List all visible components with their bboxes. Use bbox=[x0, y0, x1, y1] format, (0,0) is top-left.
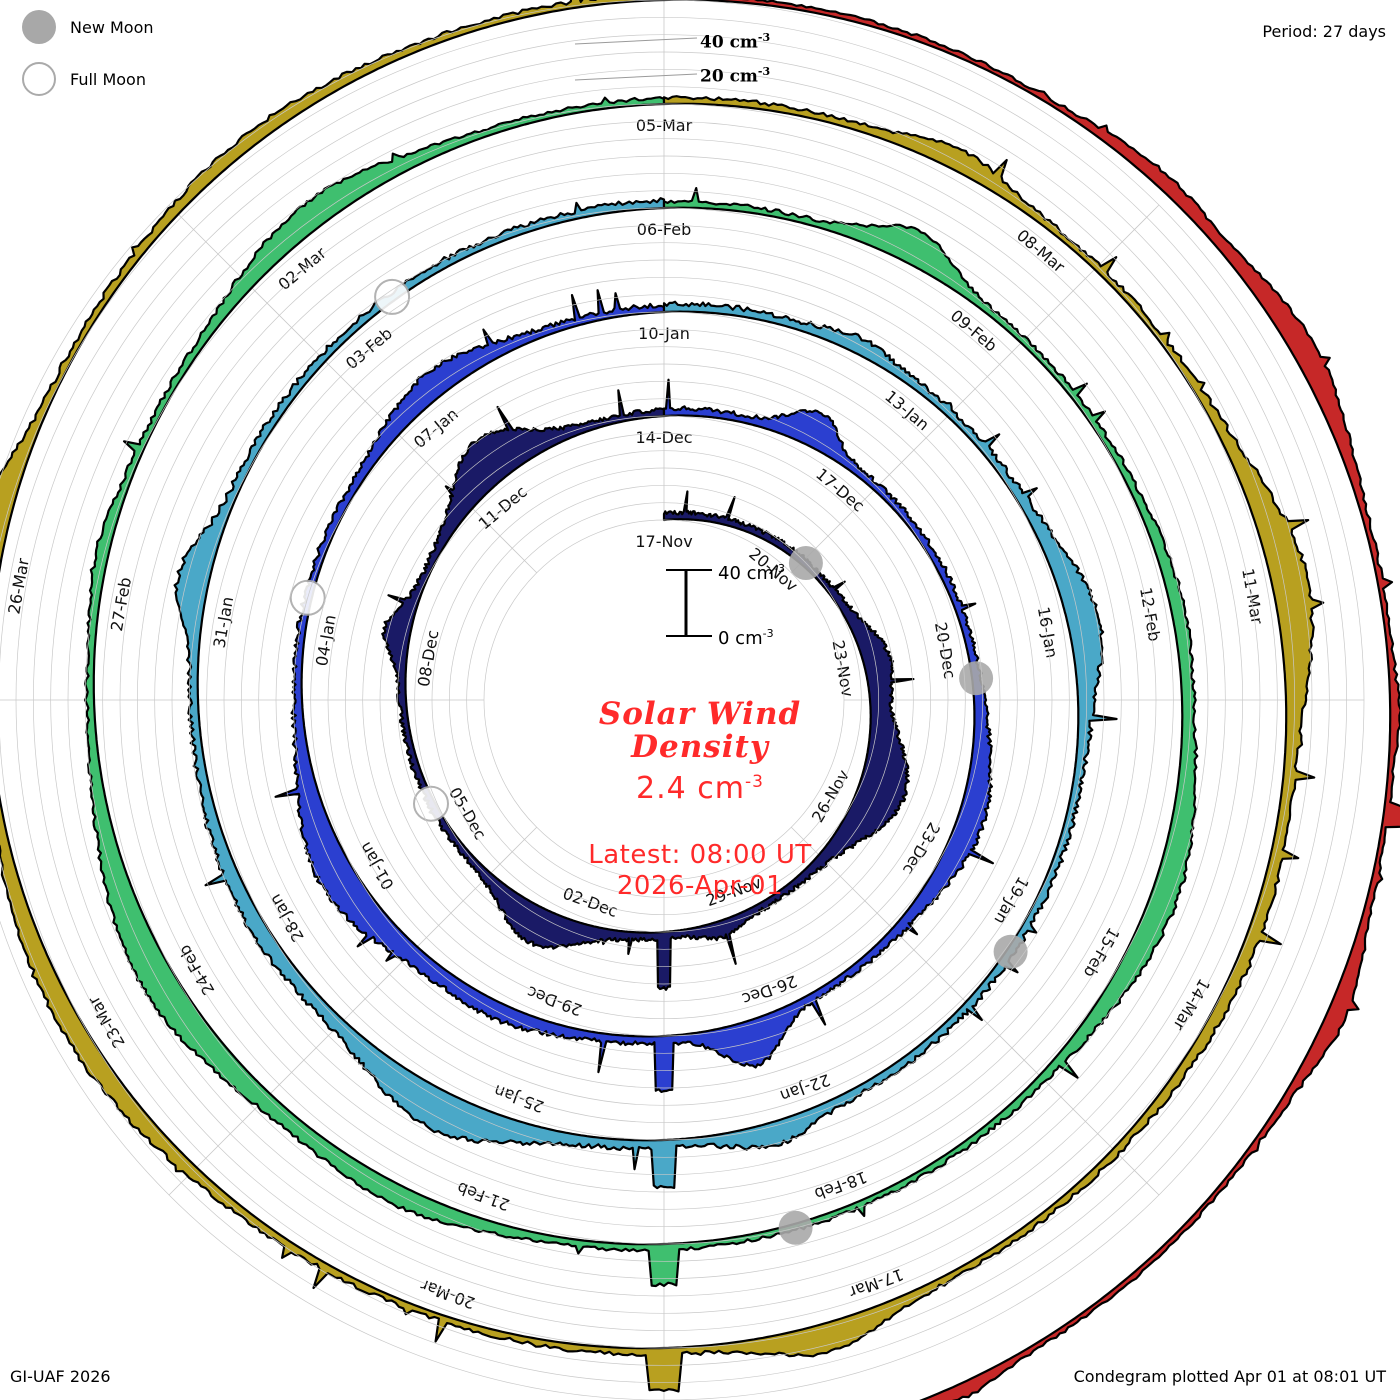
date-label-23-Nov: 23-Nov bbox=[829, 639, 858, 699]
full-moon-marker-03-Feb bbox=[374, 278, 411, 315]
grid-circle bbox=[310, 346, 1018, 1054]
svg-text:22-Jan: 22-Jan bbox=[778, 1070, 833, 1106]
latest-timestamp: Latest: 08:00 UT 2026-Apr-01 bbox=[588, 839, 812, 902]
tick-leader-20 bbox=[574, 73, 698, 81]
grid-circle bbox=[102, 138, 1226, 1262]
svg-text:17-Nov: 17-Nov bbox=[635, 532, 692, 551]
svg-text:11-Mar: 11-Mar bbox=[1238, 567, 1267, 626]
grid-circle bbox=[188, 224, 1140, 1176]
legend-full-moon: Full Moon bbox=[22, 62, 146, 96]
center-readout: Solar Wind Density 2.4 cm-3 Latest: 08:0… bbox=[490, 696, 910, 902]
scale-bar bbox=[666, 569, 712, 637]
new-moon-icon bbox=[22, 10, 56, 44]
grid-circle bbox=[154, 190, 1174, 1210]
grid-circle bbox=[206, 242, 1122, 1158]
radial-tick-40: 40 cm-3 bbox=[700, 31, 771, 53]
radial-tick-20: 20 cm-3 bbox=[700, 65, 771, 87]
grid-circle bbox=[0, 0, 1365, 1400]
legend-new-moon-label: New Moon bbox=[70, 17, 154, 37]
grid-circle bbox=[50, 86, 1278, 1314]
grid-circle bbox=[362, 398, 966, 1002]
grid-circle bbox=[136, 172, 1192, 1228]
svg-text:18-Feb: 18-Feb bbox=[812, 1167, 870, 1203]
grid-circle bbox=[171, 207, 1157, 1193]
grid-circle bbox=[84, 120, 1244, 1280]
grid-circle bbox=[223, 259, 1105, 1141]
current-value: 2.4 cm-3 bbox=[636, 770, 764, 806]
date-label-06-Feb: 06-Feb bbox=[637, 220, 691, 239]
date-label-12-Feb: 12-Feb bbox=[1136, 586, 1164, 643]
grid-circle bbox=[292, 328, 1036, 1072]
svg-text:10-Jan: 10-Jan bbox=[638, 324, 690, 343]
grid-circle bbox=[414, 450, 914, 950]
svg-text:14-Dec: 14-Dec bbox=[635, 428, 692, 447]
grid-circle bbox=[32, 68, 1296, 1332]
svg-text:05-Mar: 05-Mar bbox=[636, 116, 693, 135]
scalebar-bottom-label: 0 cm-3 bbox=[718, 627, 774, 649]
grid-circle bbox=[0, 34, 1330, 1366]
svg-text:04-Jan: 04-Jan bbox=[312, 613, 340, 667]
grid-circle bbox=[275, 311, 1053, 1089]
plotted-timestamp: Condegram plotted Apr 01 at 08:01 UT bbox=[1073, 1367, 1386, 1386]
date-label-11-Mar: 11-Mar bbox=[1238, 567, 1267, 626]
grid-circle bbox=[483, 519, 845, 881]
full-moon-marker-05-Dec bbox=[413, 785, 449, 822]
date-label-10-Jan: 10-Jan bbox=[638, 324, 690, 343]
svg-text:16-Jan: 16-Jan bbox=[1034, 605, 1062, 659]
credit-label: GI-UAF 2026 bbox=[10, 1367, 111, 1386]
date-label-25-Jan: 25-Jan bbox=[491, 1081, 546, 1117]
new-moon-marker-19-Jan bbox=[993, 934, 1028, 969]
grid-circle bbox=[448, 484, 880, 916]
svg-text:23-Nov: 23-Nov bbox=[829, 639, 858, 699]
grid-circle bbox=[258, 294, 1070, 1106]
grid-circle bbox=[0, 17, 1347, 1383]
svg-text:12-Feb: 12-Feb bbox=[1136, 586, 1164, 643]
grid-circle bbox=[431, 467, 897, 933]
svg-text:20-Dec: 20-Dec bbox=[931, 621, 960, 681]
legend-full-moon-label: Full Moon bbox=[70, 69, 146, 89]
legend-new-moon: New Moon bbox=[22, 10, 154, 44]
date-label-05-Mar: 05-Mar bbox=[636, 116, 693, 135]
new-moon-marker-20-Dec bbox=[959, 661, 994, 696]
date-label-17-Mar: 17-Mar bbox=[846, 1265, 906, 1302]
grid-circle bbox=[466, 502, 862, 898]
svg-text:25-Jan: 25-Jan bbox=[491, 1081, 546, 1117]
date-label-04-Jan: 04-Jan bbox=[312, 613, 340, 667]
date-label-17-Nov: 17-Nov bbox=[635, 532, 692, 551]
period-label: Period: 27 days bbox=[1262, 22, 1386, 41]
spiral-baseline bbox=[664, 0, 1391, 1400]
grid-circle bbox=[119, 155, 1209, 1245]
date-label-14-Dec: 14-Dec bbox=[635, 428, 692, 447]
svg-text:31-Jan: 31-Jan bbox=[210, 595, 238, 649]
page-title: Solar Wind Density bbox=[598, 696, 802, 766]
grid-circle bbox=[396, 432, 932, 968]
grid-circle bbox=[15, 51, 1313, 1349]
date-label-16-Jan: 16-Jan bbox=[1034, 605, 1062, 659]
grid-circle bbox=[240, 276, 1088, 1124]
tick-leader-40 bbox=[574, 37, 698, 45]
date-label-18-Feb: 18-Feb bbox=[812, 1167, 870, 1203]
date-label-20-Dec: 20-Dec bbox=[931, 621, 960, 681]
grid-circle bbox=[344, 380, 984, 1020]
svg-text:06-Feb: 06-Feb bbox=[637, 220, 691, 239]
full-moon-icon bbox=[22, 62, 56, 96]
svg-text:17-Mar: 17-Mar bbox=[846, 1265, 906, 1302]
grid-circle bbox=[67, 103, 1261, 1297]
spiral-turn-06-Feb bbox=[84, 96, 1199, 1288]
date-label-22-Jan: 22-Jan bbox=[778, 1070, 833, 1106]
date-label-31-Jan: 31-Jan bbox=[210, 595, 238, 649]
grid-circle bbox=[379, 415, 949, 985]
scalebar-top-label: 40 cm-3 bbox=[718, 562, 786, 584]
grid-circle bbox=[327, 363, 1001, 1037]
